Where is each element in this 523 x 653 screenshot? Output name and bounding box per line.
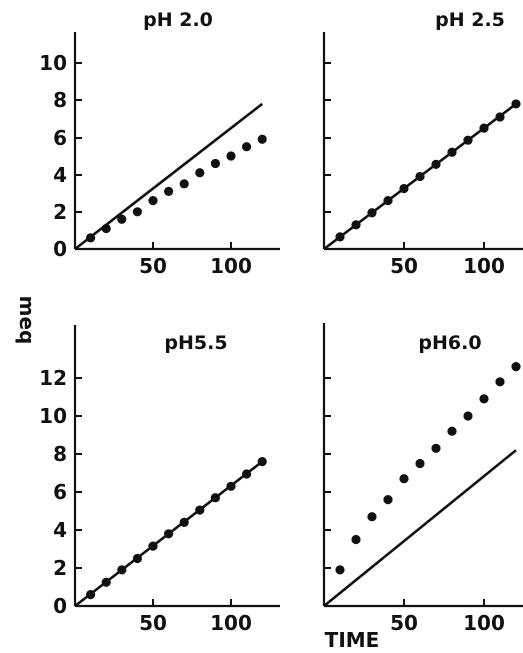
panel-title: pH 2.0 [143,9,213,31]
data-point [383,495,393,505]
x-tick-label: 50 [390,254,418,278]
y-tick-label: 4 [53,518,67,542]
panel-ph-6-0: pH6.0 50 100 [322,323,523,635]
data-point [86,233,96,243]
data-point [226,481,236,491]
data-point [148,541,158,551]
data-point [447,426,457,436]
x-tick-label: 50 [390,611,418,635]
y-tick-label: 10 [39,404,67,428]
y-tick-label: 6 [53,480,67,504]
y-tick-label: 6 [53,126,67,150]
x-axis-title: TIME [325,628,380,652]
data-point [132,553,142,564]
data-point [257,134,267,144]
data-point [101,223,111,234]
data-point [463,411,473,421]
y-tick-label: 4 [53,163,67,187]
panel-title: pH 2.5 [435,9,505,31]
data-point [117,214,127,224]
data-point [463,135,473,145]
y-tick-label: 0 [53,237,67,261]
data-point [415,171,425,182]
fit-line [323,449,517,608]
data-point [335,565,345,575]
data-point [479,123,489,133]
y-tick-label: 8 [53,88,67,112]
data-point [335,232,345,242]
data-point [226,151,236,161]
data-point [415,458,425,469]
data-point [257,457,267,467]
data-point [242,142,252,152]
data-point [86,590,96,600]
data-point [511,99,521,109]
data-point [511,362,521,372]
y-tick-label: 10 [39,51,67,75]
y-axis-title: meq [15,296,39,345]
data-point [195,505,205,515]
panel-ph-5-5: pH5.5 0 2 4 6 8 10 12 50 100 [39,325,280,635]
data-point [431,159,441,169]
x-tick-label: 50 [139,611,167,635]
data-point [210,158,220,169]
data-point [179,517,189,528]
panel-ph-2-0: pH 2.0 0 2 4 6 8 10 50 100 [39,9,280,278]
data-point [210,493,220,503]
data-point [367,512,377,522]
data-point [399,183,409,194]
data-point [367,208,377,218]
data-point [447,147,457,157]
data-point [495,112,505,122]
data-point [101,577,111,587]
panel-title: pH5.5 [164,332,227,354]
data-point [351,220,361,230]
data-point [148,196,158,206]
data-point [479,394,489,404]
x-tick-label: 50 [139,254,167,278]
y-tick-label: 0 [53,594,67,618]
data-point [164,186,174,196]
data-point [164,529,174,539]
y-tick-label: 8 [53,442,67,466]
data-point [179,179,189,189]
data-point [132,207,142,217]
data-point [195,168,205,178]
data-point [351,534,361,545]
x-tick-label: 100 [210,611,252,635]
y-tick-label: 2 [53,556,67,580]
data-point [431,443,441,453]
x-tick-label: 100 [463,611,505,635]
x-tick-label: 100 [210,254,252,278]
panel-title: pH6.0 [418,332,481,354]
panel-ph-2-5: pH 2.5 50 100 [322,9,523,278]
data-point [399,474,409,484]
y-tick-label: 12 [39,366,67,390]
y-tick-label: 2 [53,200,67,224]
data-point [242,469,252,479]
data-point [117,565,127,575]
data-point [383,196,393,206]
data-point [495,377,505,387]
x-tick-label: 100 [463,254,505,278]
